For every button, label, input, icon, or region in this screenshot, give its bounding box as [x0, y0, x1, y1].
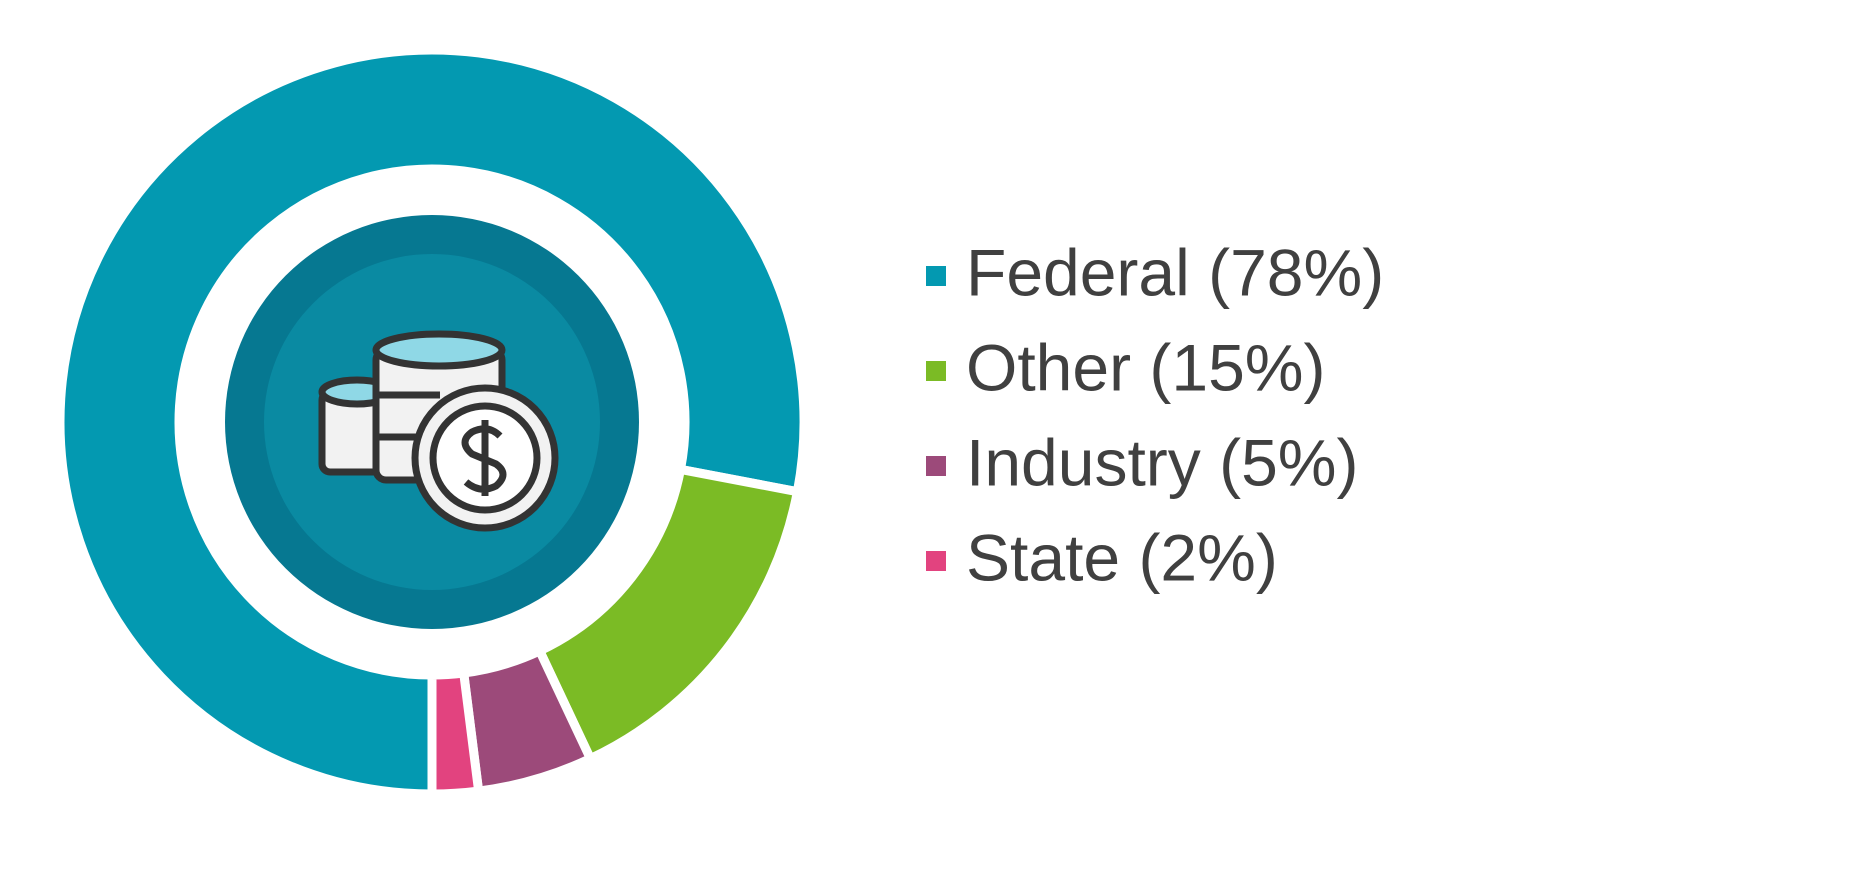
- donut-slice: [427, 667, 484, 799]
- legend-label: Other (15%): [966, 330, 1325, 404]
- legend-swatch: [926, 456, 946, 476]
- donut-slice: [55, 45, 809, 799]
- center-icon: [225, 215, 639, 629]
- donut: [55, 45, 809, 799]
- legend-swatch: [926, 266, 946, 286]
- legend-label: Federal (78%): [966, 235, 1384, 309]
- legend-swatch: [926, 551, 946, 571]
- legend-label: State (2%): [966, 520, 1278, 594]
- legend-label: Industry (5%): [966, 425, 1358, 499]
- legend-swatch: [926, 361, 946, 381]
- legend: Federal (78%) Other (15%) Industry (5%) Sta…: [926, 235, 1384, 594]
